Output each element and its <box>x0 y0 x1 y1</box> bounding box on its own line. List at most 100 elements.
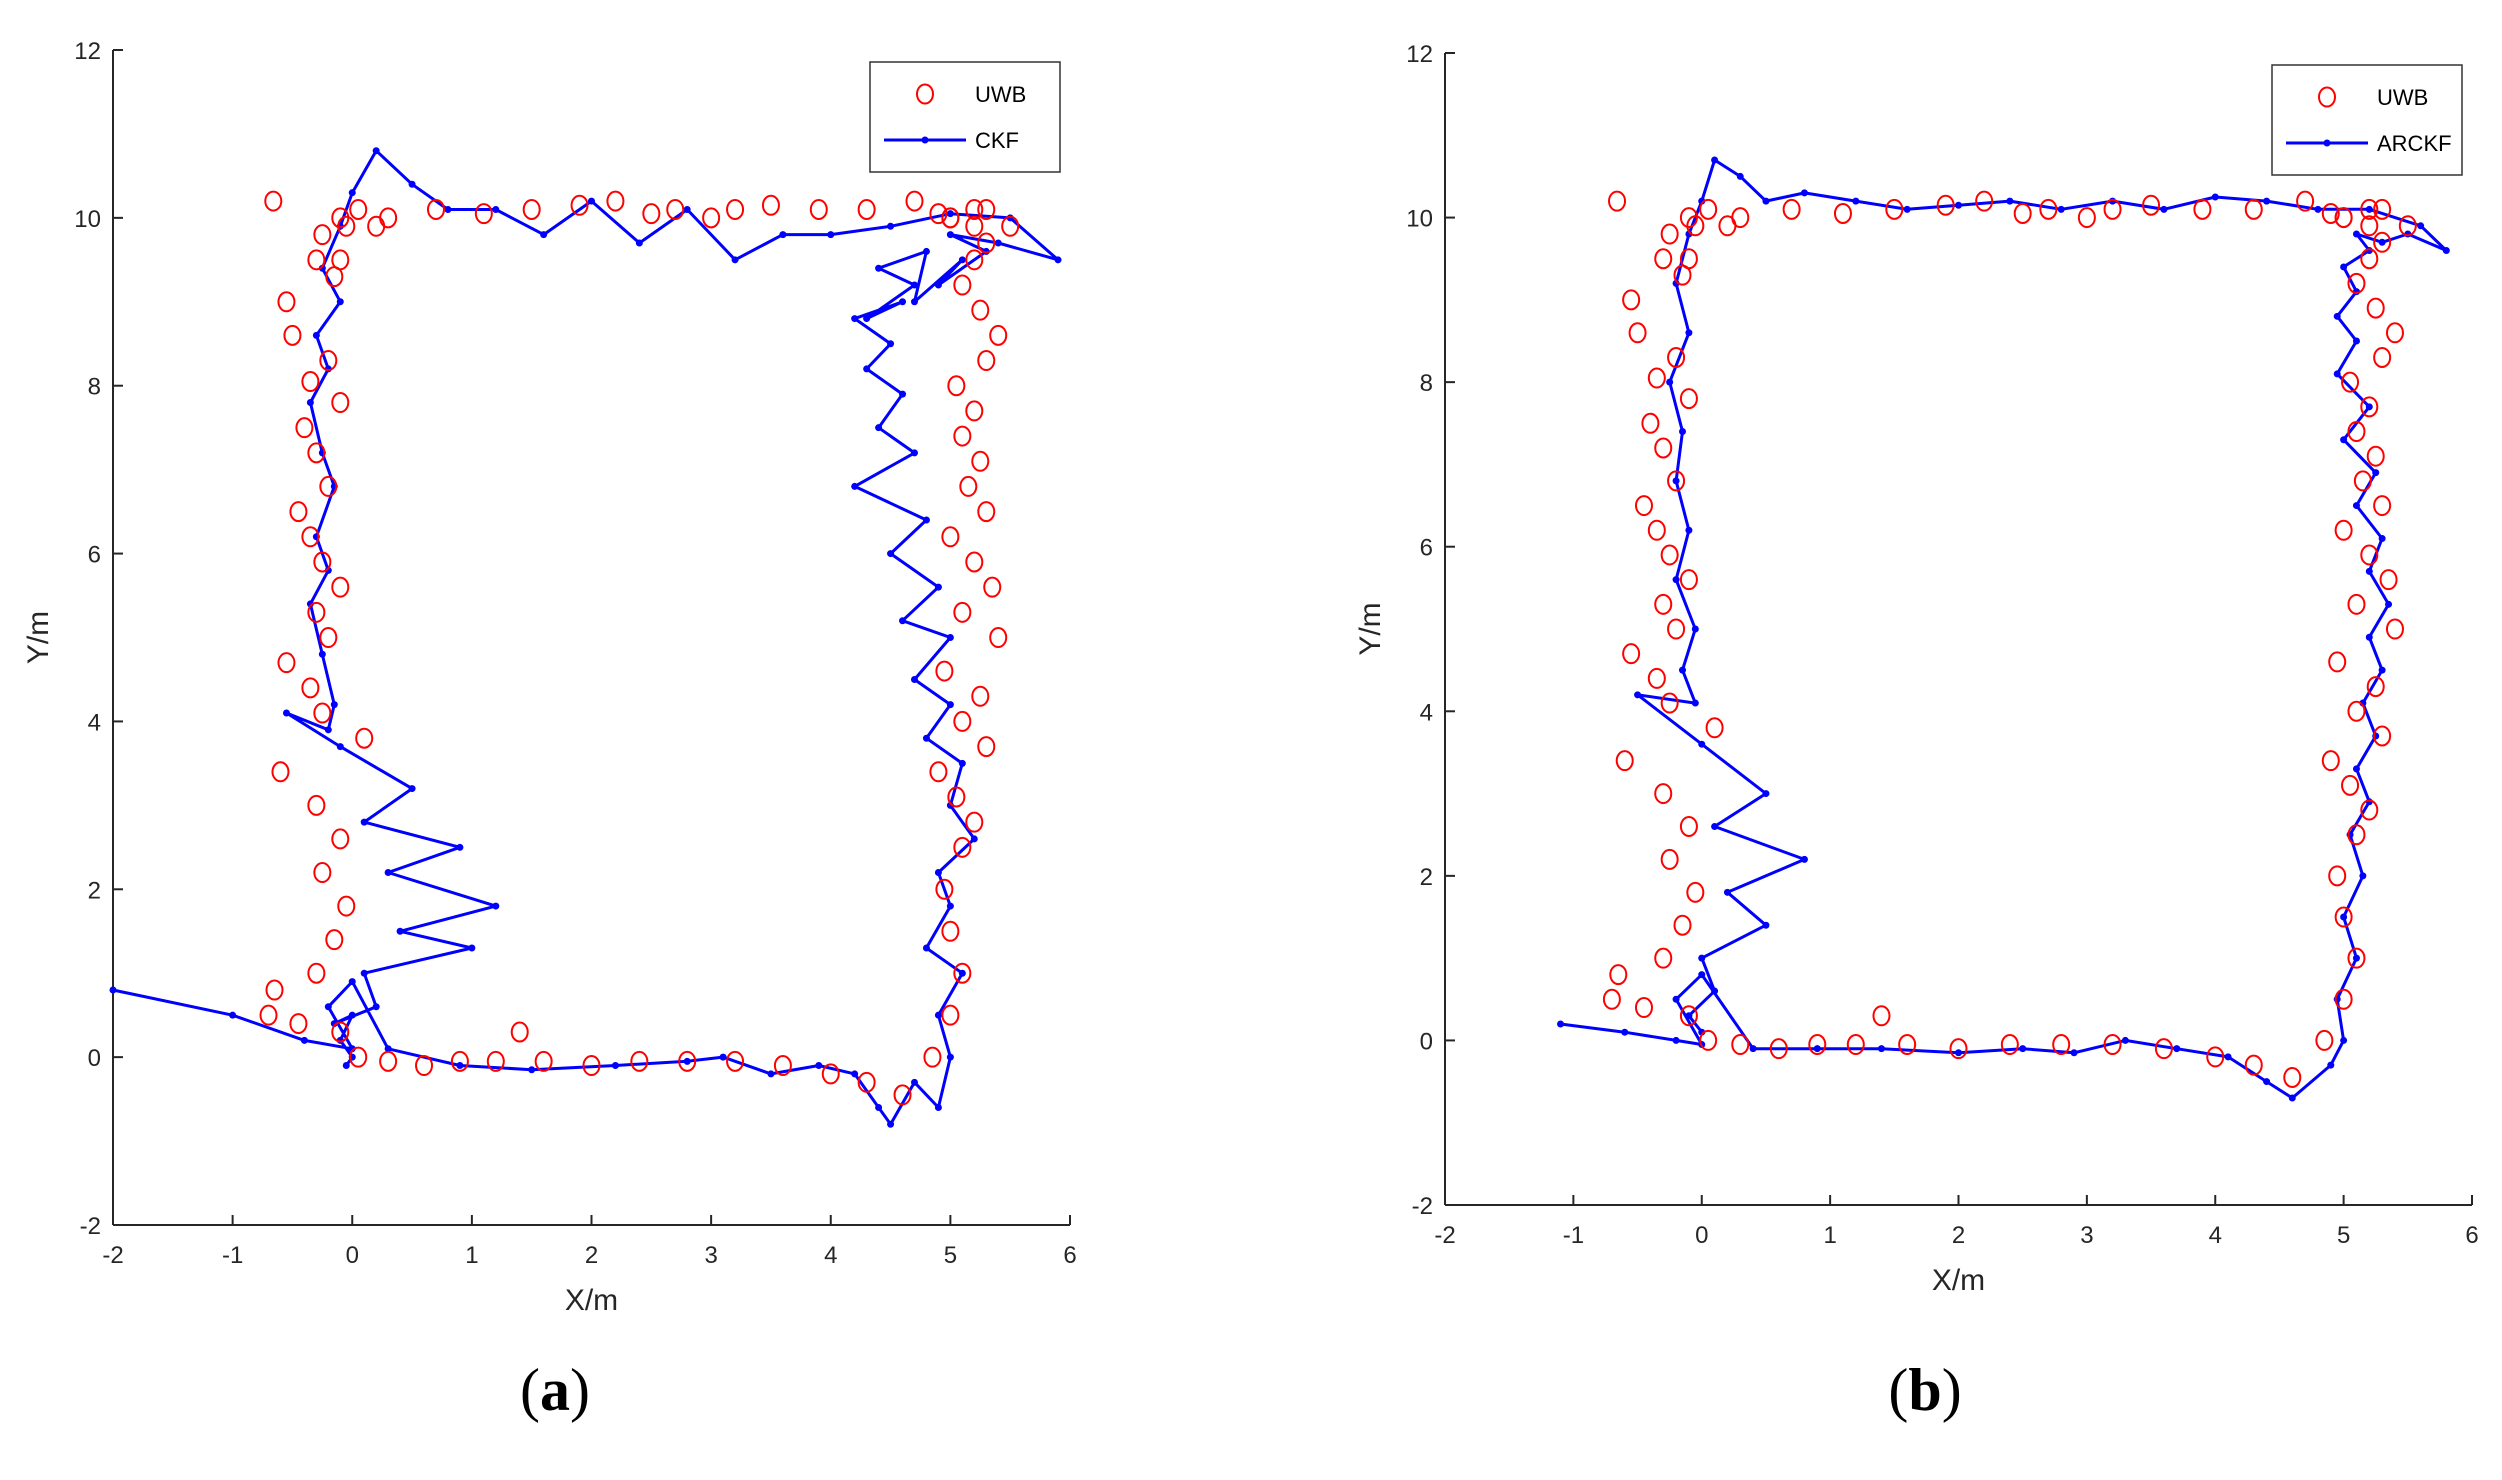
point-uwb <box>1654 248 1673 270</box>
point-uwb <box>971 450 990 472</box>
point-ckf <box>408 785 416 793</box>
legend-marker-uwb <box>916 83 934 105</box>
point-ckf <box>330 1020 338 1028</box>
point-ckf <box>899 617 907 625</box>
legend: UWB ARCKF <box>2271 64 2463 176</box>
point-ckf <box>348 978 356 986</box>
point-arckf <box>1634 691 1642 699</box>
series-line-ckf <box>112 149 1060 1126</box>
point-uwb <box>264 190 283 212</box>
point-ckf <box>360 818 368 826</box>
point-uwb <box>474 203 493 225</box>
point-ckf <box>875 264 883 272</box>
point-arckf <box>2378 534 2386 542</box>
point-uwb <box>313 702 332 724</box>
point-ckf <box>384 1045 392 1053</box>
point-uwb <box>1846 1034 1865 1056</box>
y-tick-label: 6 <box>88 542 101 569</box>
point-arckf <box>1685 526 1693 534</box>
point-arckf <box>2224 1053 2232 1061</box>
point-uwb <box>1667 618 1686 640</box>
point-uwb <box>2347 272 2366 294</box>
point-uwb <box>1608 190 1627 212</box>
point-uwb <box>941 526 960 548</box>
point-uwb <box>965 198 984 220</box>
point-uwb <box>2315 1029 2334 1051</box>
point-uwb <box>726 1050 745 1072</box>
point-uwb <box>953 962 972 984</box>
y-tick-label: 12 <box>74 38 101 65</box>
point-uwb <box>2341 371 2360 393</box>
point-arckf <box>1736 172 1744 180</box>
point-uwb <box>534 1050 553 1072</box>
point-ckf <box>934 1104 942 1111</box>
point-uwb <box>307 601 326 623</box>
point-ckf <box>934 281 942 289</box>
point-uwb <box>893 1084 912 1106</box>
point-uwb <box>2103 198 2122 220</box>
point-uwb <box>2347 824 2366 846</box>
y-tick-label: 8 <box>1420 370 1433 397</box>
point-uwb <box>2296 190 2315 212</box>
point-ckf <box>922 734 930 742</box>
point-uwb <box>289 1013 308 1035</box>
point-arckf <box>2211 193 2219 201</box>
point-uwb <box>857 1071 876 1093</box>
point-uwb <box>2398 215 2417 237</box>
point-ckf <box>934 583 942 591</box>
point-uwb <box>2366 297 2385 319</box>
point-uwb <box>2347 593 2366 615</box>
y-tick-label: 6 <box>1420 535 1433 562</box>
point-uwb <box>1628 322 1647 344</box>
point-uwb <box>2347 421 2366 443</box>
point-uwb <box>2347 947 2366 969</box>
point-uwb <box>1660 692 1679 714</box>
point-uwb <box>1647 367 1666 389</box>
point-ckf <box>330 701 338 709</box>
point-uwb <box>947 786 966 808</box>
point-uwb <box>977 350 996 372</box>
point-ckf <box>444 205 452 213</box>
point-arckf <box>1852 197 1860 205</box>
y-axis-label: Y/m <box>22 611 55 664</box>
point-uwb <box>1660 848 1679 870</box>
legend-label-uwb: UWB <box>975 82 1026 107</box>
point-arckf <box>2365 205 2373 213</box>
point-uwb <box>2347 700 2366 722</box>
point-uwb <box>313 862 332 883</box>
point-uwb <box>905 190 924 212</box>
point-ckf <box>731 256 739 264</box>
point-uwb <box>522 198 541 220</box>
y-tick-label: -2 <box>1412 1193 1433 1220</box>
point-uwb <box>1885 198 1904 220</box>
point-uwb <box>929 761 948 783</box>
point-arckf <box>1685 329 1693 337</box>
point-ckf <box>456 1062 464 1070</box>
point-uwb <box>510 1021 529 1043</box>
point-uwb <box>1622 289 1641 311</box>
point-uwb <box>277 291 296 313</box>
point-uwb <box>349 1046 368 1068</box>
point-uwb <box>678 1050 697 1072</box>
point-arckf <box>1698 971 1706 979</box>
point-ckf <box>946 231 954 239</box>
point-uwb <box>965 215 984 237</box>
point-uwb <box>331 249 350 271</box>
point-uwb <box>2360 248 2379 270</box>
point-uwb <box>1679 815 1698 837</box>
x-tick-label: 5 <box>944 1242 957 1269</box>
point-ckf <box>887 550 895 558</box>
point-uwb <box>2366 676 2385 698</box>
point-arckf <box>2340 913 2348 921</box>
point-uwb <box>1872 1005 1891 1027</box>
point-uwb <box>971 299 990 321</box>
point-uwb <box>2077 207 2096 229</box>
point-ckf <box>910 1078 918 1086</box>
point-uwb <box>2334 906 2353 928</box>
point-uwb <box>2373 198 2392 220</box>
point-uwb <box>1622 643 1641 665</box>
point-uwb <box>1936 194 1955 216</box>
point-ckf <box>229 1011 237 1019</box>
point-uwb <box>630 1050 649 1072</box>
point-uwb <box>2244 1054 2263 1076</box>
